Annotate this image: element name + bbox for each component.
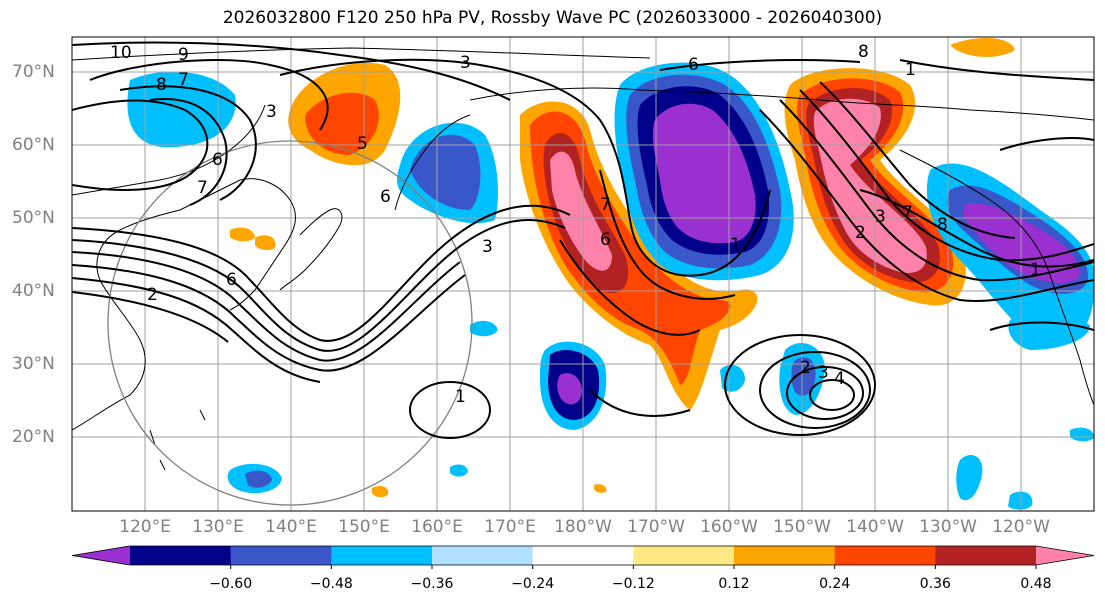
pv-contours <box>72 41 1094 439</box>
contour-label: 8 <box>937 215 948 235</box>
lon-label: 170°W <box>627 517 685 537</box>
shade-blob <box>594 484 607 493</box>
contour-label: 1 <box>1030 260 1041 280</box>
contour-label: 7 <box>600 195 611 215</box>
colorbar-tick-label: −0.24 <box>511 576 555 592</box>
lat-label: 40°N <box>12 281 55 301</box>
contour-label: 1 <box>455 387 466 407</box>
contour-label: 3 <box>266 102 277 122</box>
lon-label: 130°E <box>192 517 244 537</box>
shade-blob <box>1008 491 1033 510</box>
shade-blob <box>230 227 255 242</box>
colorbar-tick-label: 0.48 <box>1020 576 1052 592</box>
lat-label: 30°N <box>12 354 55 374</box>
contour-label: 1 <box>905 60 916 80</box>
shade-blob <box>550 151 612 271</box>
contour-label: 9 <box>178 45 189 65</box>
shade-blob <box>1070 427 1094 442</box>
colorbar-tick-label: −0.48 <box>309 576 353 592</box>
lon-label: 140°W <box>846 517 904 537</box>
reference-circle <box>107 140 473 506</box>
lon-label: 150°W <box>773 517 831 537</box>
contour-label: 6 <box>600 230 611 250</box>
colorbar-tick-label: −0.12 <box>611 576 655 592</box>
contour-label: 2 <box>800 358 811 378</box>
shade-blob <box>813 98 927 273</box>
contour-label: 6 <box>212 150 223 170</box>
map-frame <box>71 36 1095 512</box>
lon-label: 140°E <box>265 517 317 537</box>
shade-blob <box>410 134 481 210</box>
contour-label: 4 <box>834 369 845 389</box>
contour-label: 3 <box>818 363 829 383</box>
colorbar-tick-label: 0.24 <box>819 576 851 592</box>
contour-label: 3 <box>460 53 471 73</box>
shade-blob <box>720 364 745 392</box>
contour-label: 7 <box>902 203 913 223</box>
lon-label: 150°E <box>338 517 390 537</box>
shade-blob <box>305 92 379 155</box>
lon-label: 170°E <box>484 517 536 537</box>
contour-label: 7 <box>178 70 189 90</box>
lon-label: 120°W <box>992 517 1050 537</box>
shade-blob <box>652 103 756 244</box>
shade-blob <box>950 38 1015 57</box>
map-title: 2026032800 F120 250 hPa PV, Rossby Wave … <box>222 8 883 28</box>
colorbar-tick-label: 0.12 <box>718 576 750 592</box>
lon-label: 130°W <box>919 517 977 537</box>
lat-label: 50°N <box>12 208 55 228</box>
contour-label: 1 <box>730 235 741 255</box>
contour-label: 2 <box>147 285 158 305</box>
lon-label: 160°W <box>700 517 758 537</box>
lat-label: 60°N <box>12 135 55 155</box>
contour-labels: 10 9 8 7 6 3 3 5 6 7 6 3 2 6 1 6 1 8 8 3… <box>110 42 1041 407</box>
colorbar-tick-label: 0.36 <box>919 576 951 592</box>
lon-label: 120°E <box>119 517 171 537</box>
lat-label: 20°N <box>12 427 55 447</box>
shade-blob <box>557 373 582 405</box>
shade-blob <box>372 486 389 498</box>
lon-label: 180°W <box>554 517 612 537</box>
contour-label: 7 <box>197 178 208 198</box>
contour-label: 10 <box>110 43 132 63</box>
colorbar-tick-label: −0.36 <box>410 576 454 592</box>
contour-label: 6 <box>380 187 391 207</box>
shade-blob <box>791 357 816 396</box>
lon-label: 160°E <box>411 517 463 537</box>
pv-shading <box>127 38 1094 510</box>
colorbar-tick-label: −0.60 <box>209 576 253 592</box>
lat-label: 70°N <box>12 62 55 82</box>
shade-blob <box>956 455 983 501</box>
contour-label: 6 <box>688 55 699 75</box>
shade-blob <box>255 235 276 251</box>
shade-blob <box>450 464 468 477</box>
contour-label: 8 <box>156 75 167 95</box>
contour-label: 3 <box>875 207 886 227</box>
shade-blob <box>245 470 272 488</box>
contour-label: 2 <box>855 223 866 243</box>
contour-label: 8 <box>858 42 869 62</box>
shade-blob <box>470 320 498 337</box>
contour-label: 5 <box>357 134 368 154</box>
graticule <box>72 37 1094 511</box>
contour-label: 3 <box>482 237 493 257</box>
contour-label: 6 <box>226 270 237 290</box>
